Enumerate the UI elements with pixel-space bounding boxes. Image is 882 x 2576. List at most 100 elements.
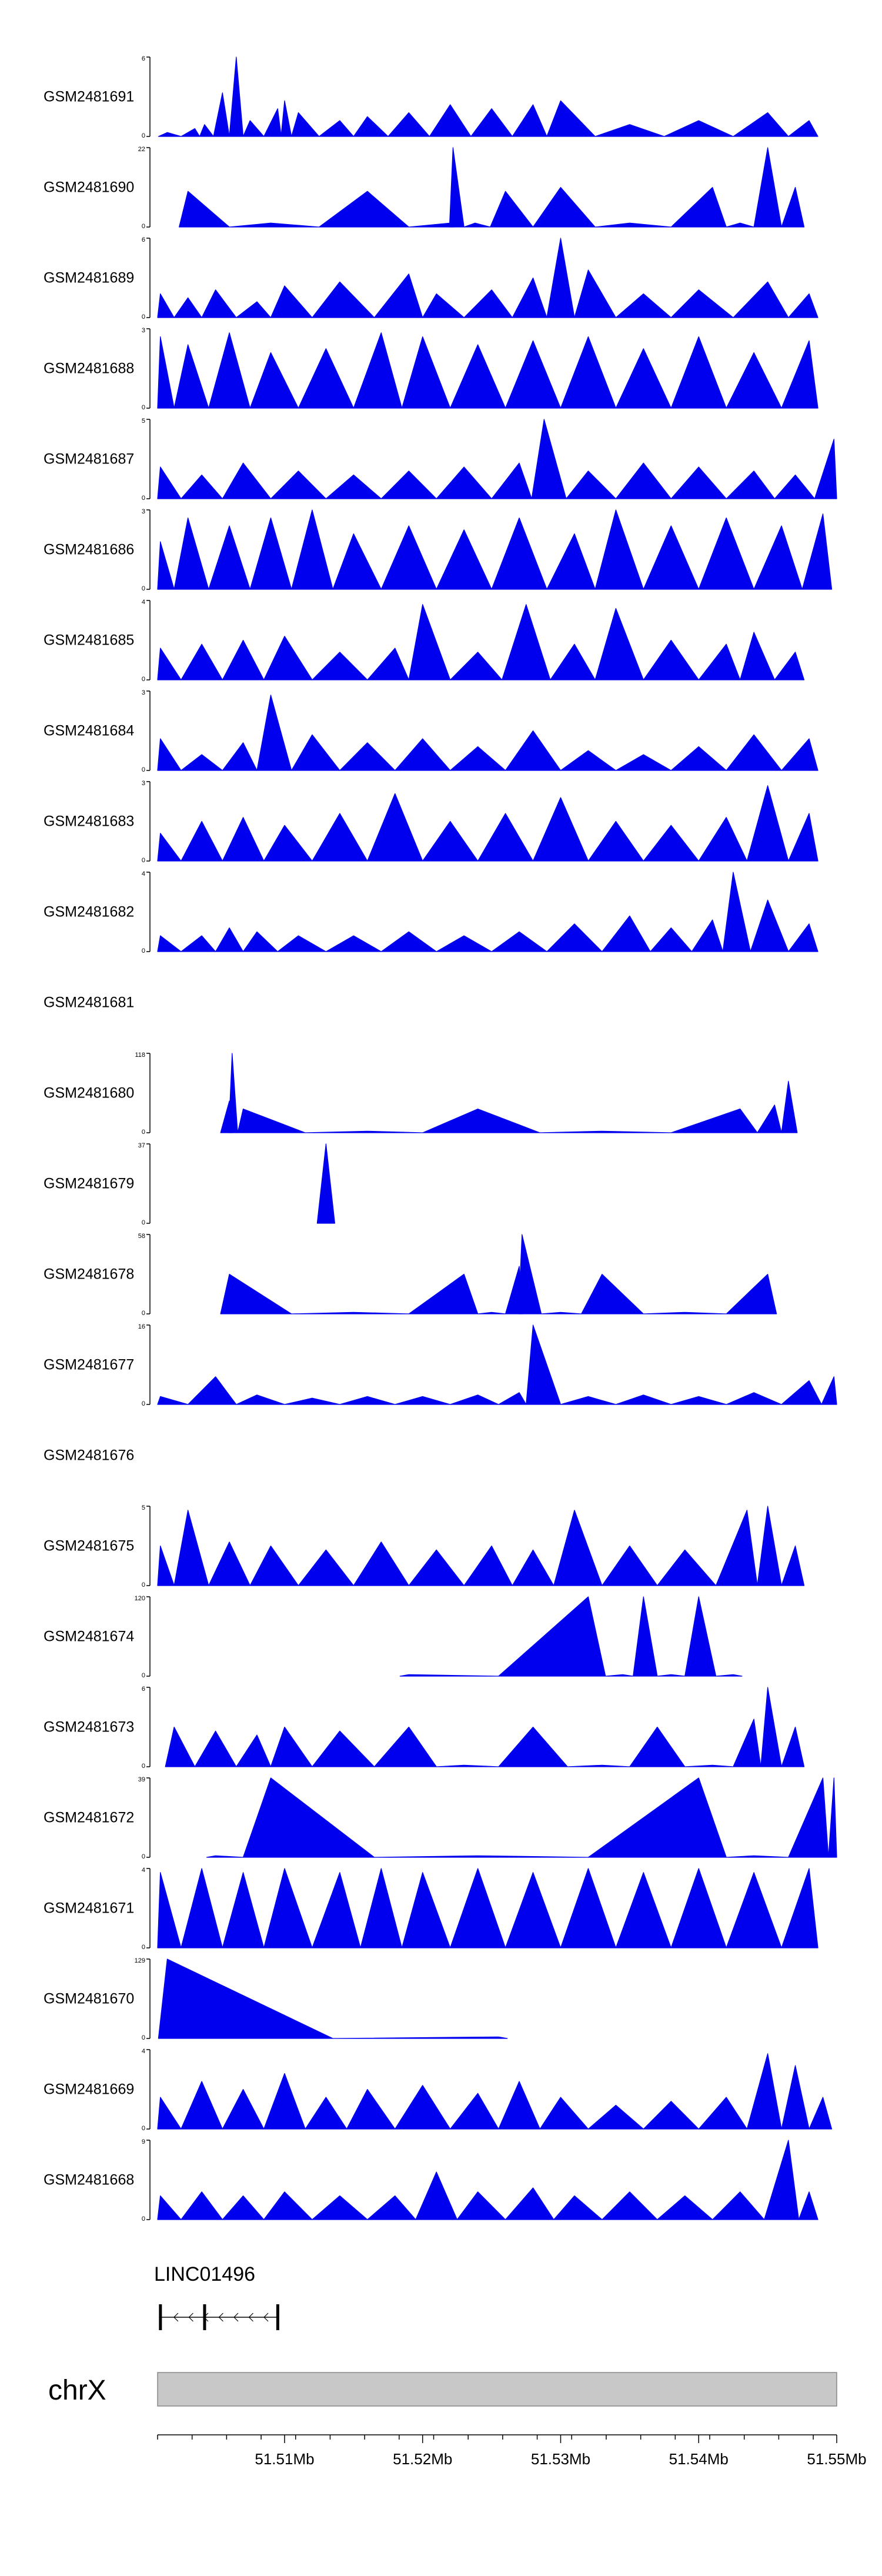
track-label: GSM2481687 [44, 451, 134, 468]
track-GSM2481676: GSM2481676 [44, 1447, 134, 1464]
signal-peak [312, 1872, 361, 1948]
track-GSM2481685: GSM2481685 4 0 [44, 599, 805, 683]
signal-peak [615, 462, 671, 499]
signal-peak [401, 336, 451, 409]
signal-peak [291, 509, 333, 590]
y-axis-min-label: 0 [142, 1853, 145, 1860]
track-label: GSM2481690 [44, 179, 134, 196]
signal-peak [781, 1545, 805, 1586]
track-GSM2481684: GSM2481684 3 0 [44, 689, 818, 773]
signal-peak [157, 2195, 182, 2220]
y-axis-max-label: 4 [142, 1867, 145, 1874]
track-GSM2481670: GSM2481670 129 0 [44, 1957, 508, 2041]
signal-peak [684, 1764, 734, 1767]
signal-peak [270, 1726, 313, 1767]
y-axis-max-label: 3 [142, 780, 145, 787]
signal-peak [505, 340, 562, 409]
signal-peak [726, 222, 754, 228]
signal-peak [788, 923, 818, 952]
signal-peak [450, 1868, 506, 1948]
chromosome-bar [157, 2372, 837, 2407]
signal-peak [450, 344, 506, 409]
y-axis-min-label: 0 [142, 495, 145, 502]
track-GSM2481687: GSM2481687 5 0 [44, 418, 837, 502]
signal-peak [367, 793, 423, 862]
signal-peak [263, 825, 313, 862]
signal-peak [222, 462, 272, 499]
signal-peak [498, 1392, 527, 1405]
signal-peak [319, 191, 409, 228]
signal-peak [380, 931, 437, 952]
signal-peak [380, 471, 437, 499]
strand-arrow [263, 2313, 269, 2322]
track-GSM2481678: GSM2481678 58 0 [44, 1233, 777, 1317]
signal-peak [181, 1868, 223, 1948]
x-axis-tick-label: 51.52Mb [393, 2450, 452, 2468]
y-axis-min-label: 0 [142, 1400, 145, 1407]
track-label: GSM2481685 [44, 632, 134, 649]
signal-peak [498, 2081, 540, 2130]
track-label: GSM2481681 [44, 995, 134, 1011]
y-axis-max-label: 3 [142, 327, 145, 334]
signal-peak [781, 1380, 822, 1405]
signal-peak [781, 340, 818, 409]
signal-peak [781, 738, 818, 771]
signal-peak [401, 1872, 451, 1948]
signal-peak [158, 1958, 333, 2039]
signal-peak [277, 935, 327, 952]
signal-peak [643, 2101, 699, 2130]
signal-peak [670, 186, 727, 228]
gene-annotation-track: LINC01496 [154, 2263, 279, 2330]
y-axis-max-label: 6 [142, 55, 145, 62]
y-axis-min-label: 0 [142, 1219, 145, 1226]
y-axis-max-label: 37 [138, 1142, 145, 1149]
strand-arrow [188, 2313, 193, 2322]
signal-peak [698, 2097, 748, 2130]
signal-peak [312, 281, 375, 318]
signal-peak [237, 1108, 306, 1133]
signal-peak [312, 813, 368, 862]
y-axis-min-label: 0 [142, 1672, 145, 1679]
track-GSM2481681: GSM2481681 [44, 995, 134, 1011]
signal-peak [450, 652, 503, 680]
track-label: GSM2481674 [44, 1629, 134, 1645]
signal-peak [339, 742, 396, 771]
chromosome-ideogram-track: chrX [48, 2372, 837, 2407]
signal-peak [518, 1234, 542, 1314]
signal-peak [228, 1053, 238, 1133]
signal-peak [715, 1510, 758, 1586]
signal-peak [222, 2088, 265, 2130]
signal-peak [657, 1674, 686, 1677]
signal-peak [305, 1130, 423, 1133]
signal-peak [325, 935, 382, 952]
signal-peak [560, 1868, 616, 1948]
signal-peak [602, 915, 651, 952]
signal-peak [726, 734, 782, 771]
signal-peak [821, 1376, 837, 1405]
signal-peak [757, 1506, 782, 1586]
signal-peak [456, 2191, 506, 2220]
signal-peak [181, 935, 216, 952]
signal-peak [615, 348, 671, 409]
y-axis-max-label: 4 [142, 599, 145, 606]
track-label: GSM2481688 [44, 361, 134, 377]
signal-peak [594, 608, 644, 680]
signal-peak [173, 1510, 209, 1586]
signal-peak [181, 128, 201, 137]
signal-peak [502, 604, 551, 680]
signal-peak [157, 2097, 182, 2130]
track-label: GSM2481669 [44, 2081, 134, 2098]
signal-peak [373, 273, 423, 318]
signal-peak [594, 124, 665, 137]
signal-peak [181, 474, 223, 499]
signal-peak [746, 785, 789, 862]
signal-peak [194, 1730, 237, 1767]
signal-peak [291, 112, 320, 137]
signal-peak [208, 1541, 250, 1586]
signal-peak [449, 147, 465, 228]
signal-peak [788, 293, 818, 318]
y-axis-min-label: 0 [142, 1310, 145, 1317]
signal-peak [602, 1545, 658, 1586]
signal-peak [602, 2191, 658, 2220]
signal-peak [179, 191, 230, 228]
